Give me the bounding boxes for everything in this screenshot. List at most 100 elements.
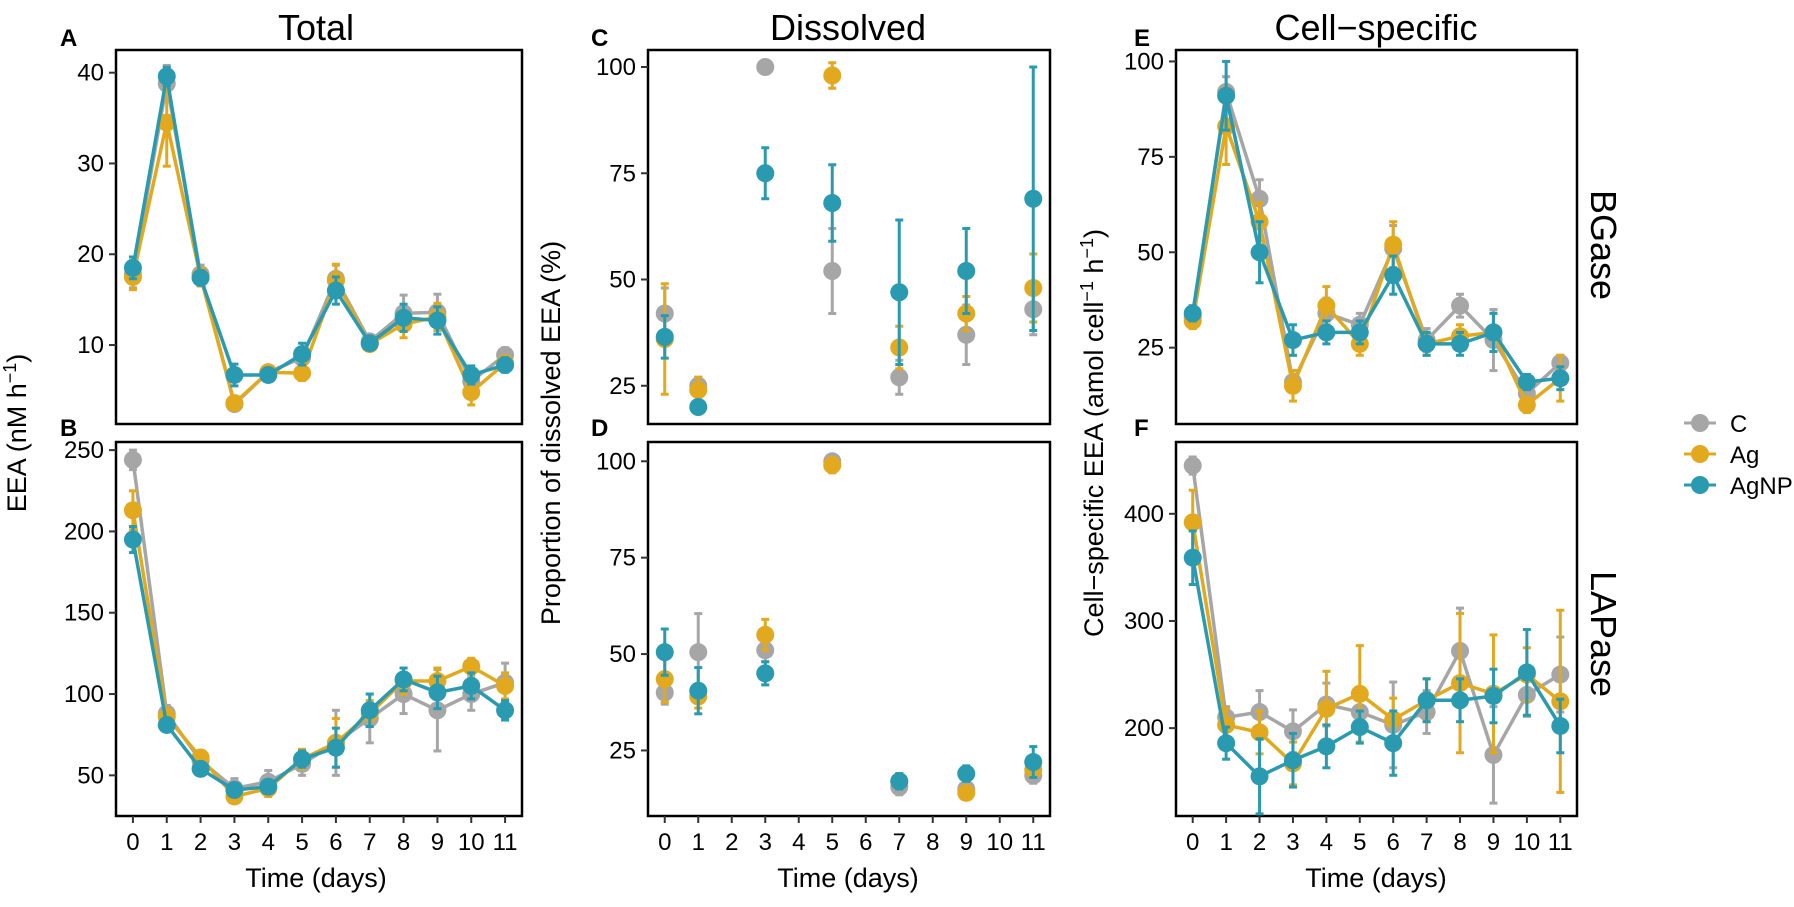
x-tick-label: 9 — [431, 829, 444, 856]
data-point — [496, 701, 515, 720]
y-axis-title-text: Proportion of dissolved EEA (%) — [536, 241, 566, 625]
data-point — [890, 368, 909, 387]
data-point — [1551, 716, 1570, 735]
data-point — [823, 194, 842, 212]
x-tick-label: 0 — [1186, 829, 1199, 856]
data-point — [123, 258, 142, 277]
data-point — [293, 364, 312, 383]
data-point — [1217, 734, 1236, 753]
data-point — [462, 383, 481, 402]
series-line — [131, 539, 507, 792]
data-point — [496, 676, 515, 695]
y-tick-label: 50 — [609, 267, 636, 294]
data-point — [823, 262, 842, 280]
panel-letter-b: B — [60, 415, 77, 442]
x-tick-label: 11 — [1021, 829, 1046, 856]
data-point — [1250, 243, 1269, 262]
data-point — [689, 643, 708, 662]
data-point — [957, 783, 976, 802]
x-tick-label: 0 — [658, 829, 671, 856]
data-point — [191, 268, 210, 287]
series-ag — [123, 77, 515, 413]
data-point — [756, 625, 775, 644]
legend-label-c: C — [1730, 411, 1747, 438]
series-line — [131, 83, 507, 408]
panel-b-total-lapase: 50 100 150 200 250 0 1 2 3 4 5 6 7 8 9 10 11 — [64, 437, 524, 856]
data-point — [823, 456, 842, 475]
panel-f-cell-specific-lapase: 200 300 400 0 1 2 3 4 5 6 7 8 9 10 11 — [1124, 440, 1579, 856]
data-point — [225, 365, 244, 384]
data-point — [259, 777, 278, 796]
data-point — [1183, 513, 1202, 532]
data-point — [157, 67, 176, 86]
data-point — [1283, 376, 1302, 395]
x-tick-label: 3 — [759, 829, 772, 856]
panel-a-total-bgase: 10 20 30 40 — [77, 48, 524, 426]
data-point — [326, 738, 345, 757]
x-tick-label: 4 — [792, 829, 805, 856]
legend-item-ag: Ag — [1684, 442, 1759, 469]
data-point — [655, 327, 674, 346]
data-point — [123, 501, 142, 520]
x-tick-label: 1 — [692, 829, 705, 856]
y-axis-title-dissolved: Proportion of dissolved EEA (%) — [536, 241, 566, 625]
data-point — [428, 701, 447, 720]
column-title-total: Total — [278, 7, 354, 48]
y-tick-label: 100 — [596, 54, 636, 81]
data-point — [394, 670, 413, 689]
data-point — [462, 676, 481, 695]
y-tick-label: 250 — [64, 437, 104, 464]
data-point — [462, 365, 481, 384]
series-line — [1190, 91, 1562, 397]
data-point — [823, 66, 842, 85]
data-point — [1317, 737, 1336, 756]
data-point — [1517, 373, 1536, 392]
x-tick-label: 2 — [194, 829, 207, 856]
series-c — [1183, 75, 1570, 407]
x-tick-label: 1 — [1219, 829, 1232, 856]
data-point — [1451, 334, 1470, 353]
x-tick-label: 5 — [1353, 829, 1366, 856]
data-point — [1317, 699, 1336, 718]
series-line — [1190, 119, 1562, 408]
data-point — [1183, 456, 1202, 475]
data-point — [1517, 395, 1536, 414]
series-agnp — [655, 65, 1043, 416]
x-tick-label: 3 — [228, 829, 241, 856]
panel-letter-d: D — [591, 415, 608, 442]
series-agnp — [655, 627, 1043, 791]
data-point — [1283, 331, 1302, 350]
data-point — [259, 365, 278, 384]
data-point — [360, 701, 379, 720]
data-point — [394, 308, 413, 327]
series-ag — [655, 61, 1043, 405]
series-line — [131, 122, 507, 407]
data-point — [957, 325, 976, 344]
series-c — [655, 452, 1043, 799]
data-point — [1451, 691, 1470, 710]
y-tick-label: 100 — [1124, 48, 1164, 75]
series-ag — [655, 455, 1043, 802]
y-tick-label: 100 — [596, 448, 636, 475]
x-tick-label: 5 — [826, 829, 839, 856]
data-point — [1283, 722, 1302, 741]
data-point — [157, 715, 176, 734]
data-point — [756, 664, 775, 683]
panel-frame — [114, 48, 524, 426]
series-line — [1190, 95, 1561, 384]
data-point — [326, 281, 345, 300]
x-tick-label: 4 — [1320, 829, 1333, 856]
x-tick-label: 10 — [458, 829, 485, 856]
column-title-cell-specific: Cell−specific — [1274, 7, 1477, 48]
series-line — [1190, 557, 1562, 779]
data-point — [157, 113, 176, 132]
x-tick-label: 11 — [493, 829, 518, 856]
x-tick-label: 11 — [1548, 829, 1573, 856]
data-point — [689, 381, 708, 399]
data-point — [689, 681, 708, 700]
y-tick-label: 200 — [1124, 715, 1164, 742]
series-c — [1183, 455, 1570, 805]
data-point — [1484, 323, 1503, 342]
series-line — [131, 76, 506, 378]
